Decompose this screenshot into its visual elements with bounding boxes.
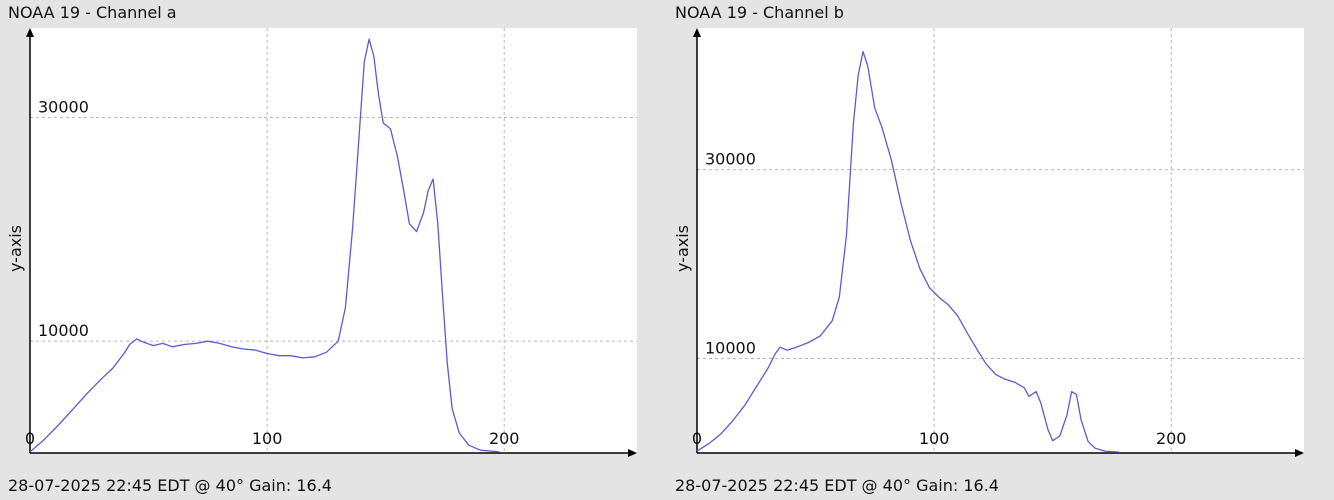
plot-area <box>697 28 1304 453</box>
y-axis-label: y-axis <box>673 225 692 272</box>
line-chart-channel-a: 01002001000030000y-axis <box>6 28 637 457</box>
chart-panel-a: NOAA 19 - Channel a 01002001000030000y-a… <box>6 3 637 495</box>
plot-area <box>30 28 637 453</box>
y-tick-label: 10000 <box>38 321 89 340</box>
x-tick-label: 200 <box>489 429 520 448</box>
y-tick-label: 30000 <box>705 150 756 169</box>
x-tick-label: 200 <box>1156 429 1187 448</box>
chart-footer: 28-07-2025 22:45 EDT @ 40° Gain: 16.4 <box>675 476 999 495</box>
y-axis-arrow <box>26 28 34 37</box>
y-axis-label: y-axis <box>6 225 25 272</box>
chart-panel-b: NOAA 19 - Channel b 01002001000030000y-a… <box>667 0 1334 500</box>
line-chart-channel-b: 01002001000030000y-axis <box>673 28 1304 457</box>
series-line <box>29 38 500 453</box>
x-axis-arrow <box>628 449 637 457</box>
y-tick-label: 30000 <box>38 97 89 116</box>
chart-title: NOAA 19 - Channel b <box>675 3 844 22</box>
y-tick-label: 10000 <box>705 339 756 358</box>
chart-footer: 28-07-2025 22:45 EDT @ 40° Gain: 16.4 <box>8 476 332 495</box>
x-tick-label: 100 <box>252 429 283 448</box>
y-axis-arrow <box>693 28 701 37</box>
x-tick-label: 100 <box>919 429 950 448</box>
chart-title: NOAA 19 - Channel a <box>8 3 177 22</box>
x-axis-arrow <box>1295 449 1304 457</box>
series-line <box>696 50 1120 453</box>
